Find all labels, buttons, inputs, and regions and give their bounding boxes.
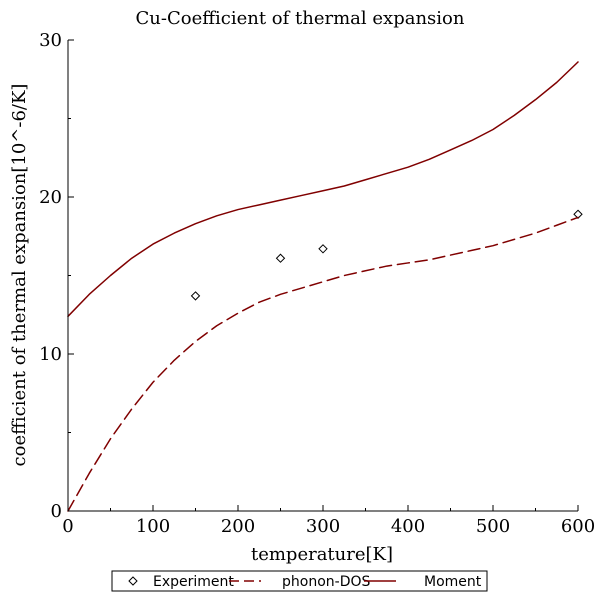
series-experiment — [190, 209, 583, 301]
x-tick-label: 0 — [62, 516, 73, 537]
x-tick-label: 600 — [561, 516, 595, 537]
legend-symbol-experiment — [128, 576, 138, 586]
series-line-moment — [67, 61, 579, 318]
y-tick-label: 20 — [39, 187, 62, 208]
series-line-phonon-dos — [67, 216, 579, 512]
y-tick-labels: 0 10 20 30 — [39, 30, 62, 522]
legend-item-experiment: Experiment — [128, 574, 234, 590]
x-tick-labels: 0 100 200 300 400 500 600 — [62, 516, 595, 537]
y-tick-label: 10 — [39, 344, 62, 365]
legend-label-experiment: Experiment — [153, 574, 234, 590]
series-layer — [67, 61, 583, 512]
legend-box — [111, 570, 488, 592]
y-axis-label: coefficient of thermal expansion[10^-6/K… — [9, 84, 30, 467]
y-tick-label: 0 — [51, 501, 62, 522]
plot-area: 0 100 200 300 400 500 600 0 10 20 30 — [39, 30, 595, 537]
legend-label-phonon-dos: phonon-DOS — [282, 574, 370, 590]
x-axis-label: temperature[K] — [251, 544, 393, 565]
x-tick-label: 500 — [476, 516, 510, 537]
x-tick-label: 200 — [221, 516, 255, 537]
x-tick-label: 300 — [306, 516, 340, 537]
data-point-experiment — [275, 253, 286, 263]
data-point-experiment — [190, 291, 201, 301]
x-tick-label: 400 — [391, 516, 425, 537]
x-tick-label: 100 — [136, 516, 170, 537]
legend-item-moment: Moment — [364, 574, 482, 590]
legend-label-moment: Moment — [424, 574, 482, 590]
legend: Experiment phonon-DOS Moment — [111, 570, 488, 592]
chart-title: Cu-Coefficient of thermal expansion — [136, 8, 465, 29]
data-point-experiment — [318, 244, 328, 254]
data-point-experiment — [573, 209, 583, 219]
y-tick-label: 30 — [39, 30, 62, 51]
legend-item-phonon-dos: phonon-DOS — [229, 574, 370, 590]
